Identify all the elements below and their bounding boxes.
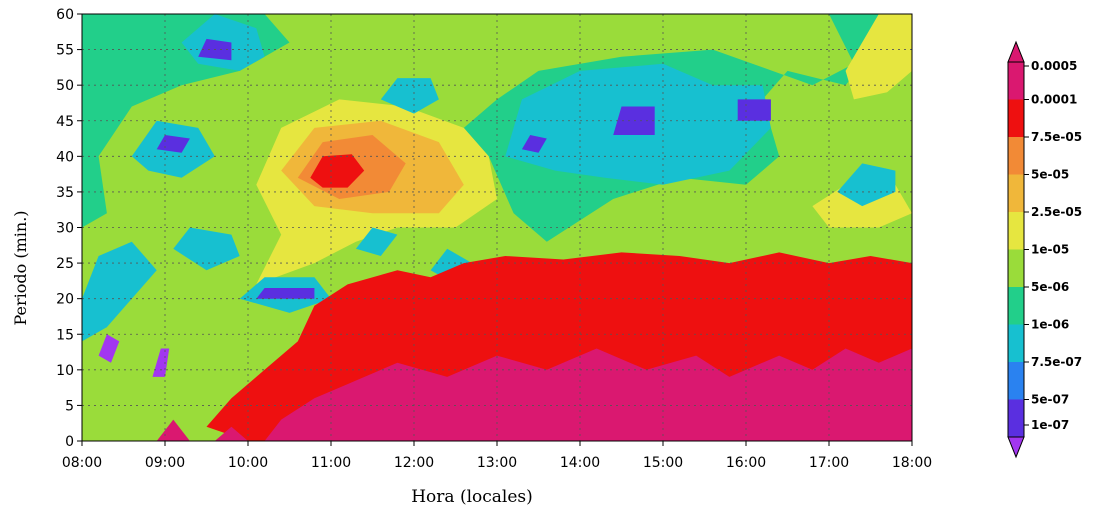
y-axis-label: Periodo (min.) bbox=[11, 210, 30, 325]
y-tick-label: 20 bbox=[56, 292, 74, 308]
y-tick-label: 5 bbox=[65, 398, 74, 414]
y-tick-label: 30 bbox=[56, 221, 74, 237]
colorbar-label: 0.0005 bbox=[1031, 59, 1077, 73]
colorbar-swatch bbox=[1008, 362, 1024, 400]
colorbar-label: 7.5e-07 bbox=[1031, 355, 1082, 369]
y-tick-label: 15 bbox=[56, 327, 74, 343]
contour-region-30 bbox=[214, 426, 248, 441]
colorbar-swatch bbox=[1008, 287, 1024, 325]
colorbar-swatch bbox=[1008, 137, 1024, 175]
y-tick-label: 55 bbox=[56, 43, 74, 59]
colorbar-top-arrow bbox=[1007, 40, 1025, 63]
contour-region-16 bbox=[837, 163, 896, 207]
colorbar-swatch bbox=[1008, 99, 1024, 137]
y-axis-ticks: 0 5 10 15 20 25 30 35 40 45 50 55 60 bbox=[56, 7, 82, 450]
y-tick-label: 40 bbox=[56, 149, 74, 165]
x-axis-label: Hora (locales) bbox=[411, 487, 533, 507]
colorbar-swatch bbox=[1008, 174, 1024, 212]
contour-region-12 bbox=[380, 78, 439, 114]
colorbar-bottom-arrow bbox=[1007, 436, 1025, 459]
x-tick-label: 17:00 bbox=[809, 455, 849, 471]
contour-region-8 bbox=[310, 154, 365, 188]
colorbar-swatch bbox=[1008, 324, 1024, 362]
contour-region-21 bbox=[613, 106, 655, 135]
x-tick-label: 15:00 bbox=[643, 455, 683, 471]
y-tick-label: 60 bbox=[56, 7, 74, 23]
contour-region-28 bbox=[264, 348, 912, 441]
y-tick-label: 50 bbox=[56, 78, 74, 94]
x-tick-label: 18:00 bbox=[892, 455, 932, 471]
x-tick-label: 16:00 bbox=[726, 455, 766, 471]
contour-region-13 bbox=[173, 227, 240, 271]
y-tick-label: 0 bbox=[65, 434, 74, 450]
x-tick-label: 11:00 bbox=[311, 455, 351, 471]
x-tick-label: 09:00 bbox=[145, 455, 185, 471]
contour-region-22 bbox=[737, 99, 771, 121]
contour-region-15 bbox=[82, 241, 157, 342]
colorbar-label: 2.5e-05 bbox=[1031, 205, 1082, 219]
contour-region-20 bbox=[156, 135, 190, 153]
y-tick-label: 35 bbox=[56, 185, 74, 201]
colorbar-label: 1e-05 bbox=[1031, 243, 1069, 257]
contour-region-23 bbox=[256, 288, 315, 299]
colorbar-swatch bbox=[1008, 62, 1024, 100]
contour-region-18 bbox=[355, 227, 398, 256]
colorbar-label: 5e-07 bbox=[1031, 393, 1069, 407]
plot-area bbox=[82, 14, 912, 441]
y-tick-label: 25 bbox=[56, 256, 74, 272]
colorbar-label: 5e-05 bbox=[1031, 168, 1069, 182]
colorbar-label: 5e-06 bbox=[1031, 280, 1069, 294]
x-axis-ticks: 08:00 09:00 10:00 11:00 12:00 13:00 14:00 15:00… bbox=[62, 441, 932, 471]
colorbar: 1e-07 5e-07 7.5e-07 1e-06 5e-06 1e-05 2.5e-05 5… bbox=[1007, 40, 1082, 459]
x-tick-label: 14:00 bbox=[560, 455, 600, 471]
contour-region-25 bbox=[98, 334, 120, 363]
x-tick-label: 13:00 bbox=[477, 455, 517, 471]
grid bbox=[82, 14, 912, 441]
x-tick-label: 12:00 bbox=[394, 455, 434, 471]
colorbar-label: 1e-07 bbox=[1031, 418, 1069, 432]
x-tick-label: 10:00 bbox=[228, 455, 268, 471]
colorbar-swatch bbox=[1008, 249, 1024, 287]
y-tick-label: 45 bbox=[56, 114, 74, 130]
colorbar-label: 7.5e-05 bbox=[1031, 130, 1082, 144]
contour-region-24 bbox=[521, 135, 547, 153]
colorbar-label: 0.0001 bbox=[1031, 93, 1077, 107]
contour-region-5 bbox=[812, 184, 912, 228]
colorbar-label: 1e-06 bbox=[1031, 318, 1069, 332]
colorbar-swatch bbox=[1008, 212, 1024, 250]
x-tick-label: 08:00 bbox=[62, 455, 102, 471]
contour-region-4 bbox=[845, 14, 912, 100]
colorbar-swatch bbox=[1008, 399, 1024, 437]
y-tick-label: 10 bbox=[56, 363, 74, 379]
